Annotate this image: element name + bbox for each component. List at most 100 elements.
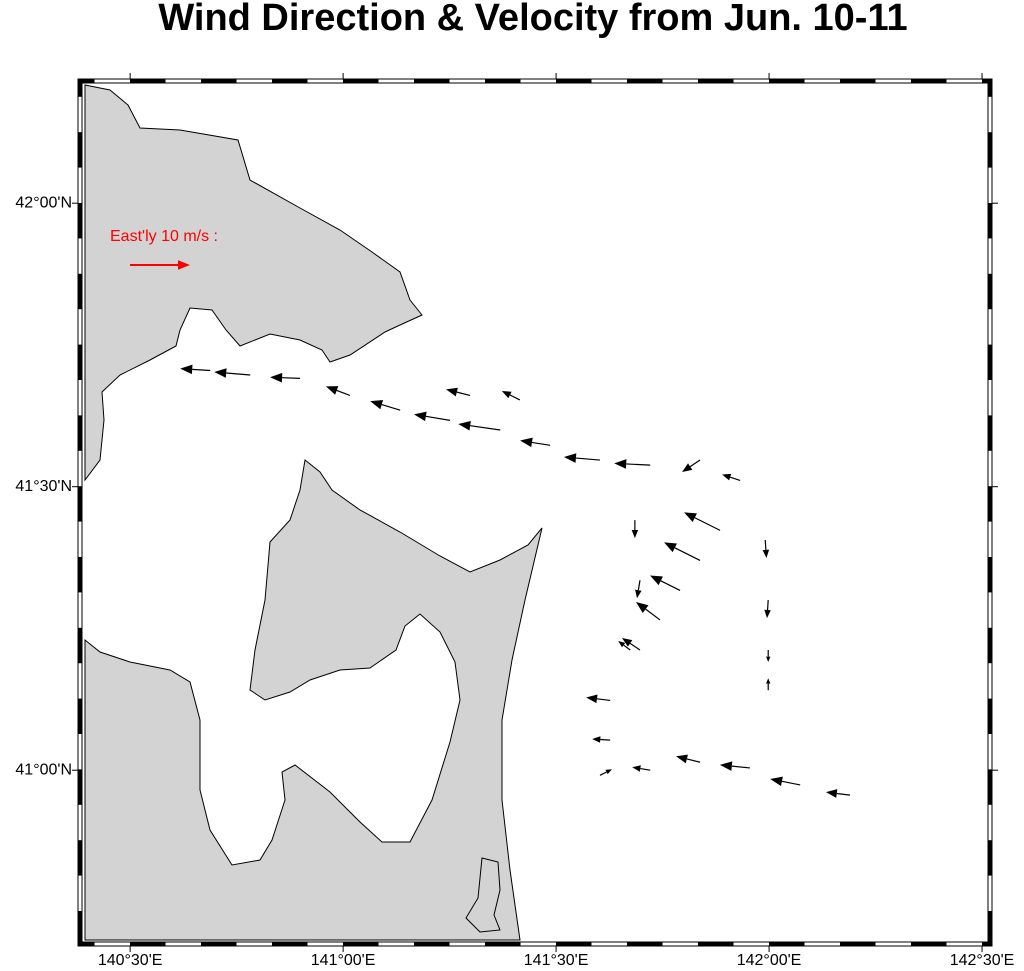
frame-segment <box>988 840 992 876</box>
frame-segment <box>840 942 876 946</box>
vector-head <box>766 678 771 684</box>
vector-head <box>214 368 227 378</box>
wind-vector <box>762 539 770 558</box>
frame-segment <box>343 942 379 946</box>
vector-shaft <box>626 463 651 466</box>
vector-head <box>414 411 427 422</box>
wind-vector <box>586 694 611 704</box>
vector-shaft <box>456 391 471 396</box>
y-tick-label: 41°00'N <box>15 761 72 778</box>
vector-head <box>635 589 642 599</box>
frame-segment <box>78 273 82 310</box>
vector-head <box>770 776 783 787</box>
vector-head <box>636 601 649 613</box>
vector-shaft <box>731 765 750 769</box>
frame-segment <box>130 942 166 946</box>
wind-vector <box>458 420 501 431</box>
vector-shaft <box>226 372 251 376</box>
vector-shaft <box>192 368 211 372</box>
wind-vector <box>621 637 641 651</box>
frame-segment <box>769 79 805 83</box>
vector-head <box>446 387 458 397</box>
vector-head <box>370 400 384 410</box>
wind-vector <box>599 769 612 776</box>
frame-segment <box>78 486 82 522</box>
vector-shaft <box>575 457 601 461</box>
frame-segment <box>698 79 734 83</box>
wind-vector <box>635 580 642 599</box>
vector-shaft <box>282 377 301 380</box>
vector-head <box>621 637 633 647</box>
frame-segment <box>556 942 592 946</box>
vector-head <box>632 765 641 772</box>
frame-segment <box>627 942 663 946</box>
frame-segment <box>78 132 82 168</box>
vector-head <box>766 656 771 662</box>
vector-head <box>682 463 693 473</box>
y-tick-label: 41°30'N <box>15 478 72 495</box>
frame-segment <box>78 698 82 734</box>
vector-head <box>825 789 838 798</box>
wind-vector <box>684 512 721 531</box>
frame-segment <box>911 79 947 83</box>
wind-vector <box>563 453 601 463</box>
frame-segment <box>201 942 237 946</box>
vector-shaft <box>596 698 611 702</box>
frame-segment <box>201 79 237 83</box>
land-lake <box>465 857 501 933</box>
vector-shaft <box>336 389 351 396</box>
frame-segment <box>78 840 82 876</box>
frame-segment <box>78 557 82 593</box>
land <box>84 84 543 941</box>
frame-segment <box>911 942 947 946</box>
vector-head <box>325 386 339 395</box>
vector-head <box>520 437 533 448</box>
frame-segment <box>485 79 521 83</box>
frame-segment <box>343 79 379 83</box>
vector-shaft <box>640 767 651 771</box>
frame-segment <box>78 415 82 451</box>
vector-head <box>719 761 733 771</box>
vector-shaft <box>674 547 701 561</box>
x-tick-label: 142°00'E <box>737 952 802 969</box>
wind-vector <box>676 754 701 764</box>
vector-head <box>563 453 577 463</box>
frame-segment <box>840 79 876 83</box>
vector-head <box>270 372 283 383</box>
vector-head <box>631 530 639 539</box>
wind-vector <box>664 542 701 561</box>
vector-shaft <box>686 758 701 763</box>
vectors: East'ly 10 m/s : <box>110 228 851 798</box>
vector-head <box>501 390 512 399</box>
vector-head <box>605 769 612 775</box>
vector-shaft <box>730 476 741 482</box>
frame-segment <box>982 79 992 83</box>
frame-segment <box>78 79 82 97</box>
wind-vector <box>764 600 771 619</box>
vector-head <box>650 575 663 586</box>
wind-vector <box>592 736 611 743</box>
wind-vector <box>766 678 771 691</box>
vector-head <box>592 736 601 743</box>
frame-segment <box>988 627 992 664</box>
vector-shaft <box>689 459 701 468</box>
frame-segment <box>78 769 82 805</box>
wind-vector <box>766 649 771 662</box>
frame-segment <box>988 769 992 805</box>
vector-shaft <box>470 425 501 431</box>
wind-vector <box>325 386 351 396</box>
vector-shaft <box>509 394 521 401</box>
wind-vector <box>632 765 651 772</box>
land-hokkaido <box>84 84 423 482</box>
frame-segment <box>988 911 992 946</box>
frame-segment <box>988 415 992 451</box>
wind-vector <box>722 473 741 482</box>
frame-segment <box>982 942 992 946</box>
frame-segment <box>414 942 450 946</box>
wind-vector <box>636 601 661 621</box>
vector-shaft <box>645 608 661 621</box>
frame-segment <box>556 79 592 83</box>
wind-vector <box>180 364 211 375</box>
